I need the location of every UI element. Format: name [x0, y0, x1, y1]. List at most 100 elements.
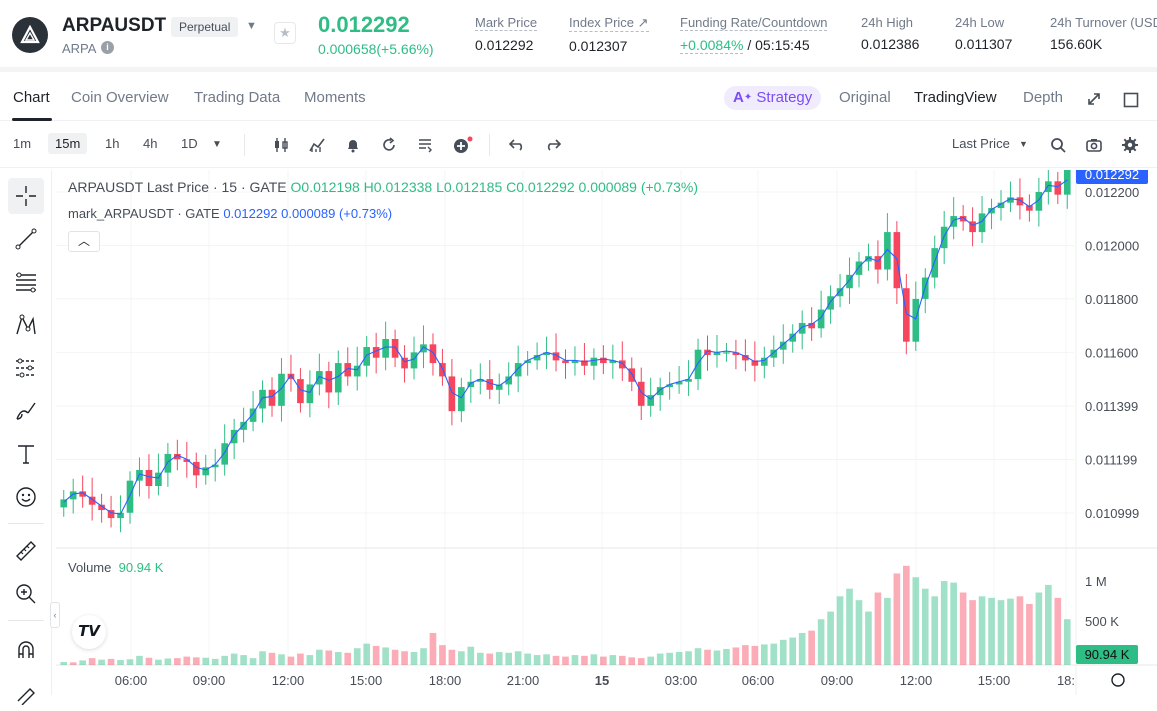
candle-body	[297, 379, 304, 404]
chart-tabs: Chart Coin Overview Trading Data Moments…	[0, 77, 1157, 121]
price-tick-label: 0.011399	[1085, 399, 1138, 414]
volume-bar	[192, 657, 200, 665]
price-tick-label: 0.011600	[1085, 345, 1138, 360]
volume-bar	[846, 588, 853, 665]
mark-series-legend: mark_ARPAUSDT · GATE 0.012292 0.000089 (…	[68, 206, 392, 221]
volume-bar	[514, 651, 522, 665]
tab-original[interactable]: Original	[839, 89, 891, 106]
tab-depth[interactable]: Depth	[1023, 89, 1064, 106]
candle-body	[107, 510, 115, 519]
candle-body	[779, 341, 787, 350]
settings-gear-icon[interactable]	[1121, 136, 1139, 154]
drawing-tools-panel	[0, 170, 52, 705]
volume-value: 90.94 K	[118, 560, 164, 575]
volume-bar	[495, 652, 503, 665]
interval-1m[interactable]: 1m	[13, 136, 32, 151]
volume-bar	[458, 651, 465, 665]
candle-body	[145, 469, 153, 487]
fib-tool[interactable]	[8, 264, 44, 300]
high-24h-value: 0.012386	[861, 36, 920, 52]
measure-tool[interactable]	[8, 533, 44, 569]
volume-bar	[382, 647, 389, 665]
toolbar-divider	[489, 134, 490, 156]
candle-body	[316, 371, 323, 385]
tab-coin-overview[interactable]: Coin Overview	[71, 89, 169, 106]
expand-icon[interactable]	[1086, 91, 1102, 107]
candle-body	[969, 221, 976, 233]
favorite-star-icon[interactable]: ★	[274, 22, 296, 44]
brush-tool[interactable]	[8, 393, 44, 429]
text-tool[interactable]	[8, 436, 44, 472]
symbol-name[interactable]: ARPAUSDT	[62, 15, 167, 36]
zoom-tool[interactable]	[8, 576, 44, 612]
forecast-tool[interactable]	[8, 350, 44, 386]
tab-tradingview[interactable]: TradingView	[914, 89, 997, 106]
pencil-lock-tool[interactable]	[8, 675, 44, 711]
indicators-icon[interactable]	[308, 136, 326, 154]
camera-icon[interactable]	[1085, 136, 1103, 154]
price-chart[interactable]: 0.012200 0.012000 0.011800 0.011600 0.011399…	[50, 170, 1157, 695]
tradingview-logo-icon[interactable]: 𝙏𝙑	[72, 615, 106, 649]
volume-bar	[429, 632, 437, 665]
candle-body	[562, 360, 569, 364]
tab-trading-data[interactable]: Trading Data	[194, 89, 281, 106]
text-icon	[18, 445, 34, 464]
alert-bell-icon[interactable]	[344, 136, 362, 154]
time-tick-label: 06:00	[115, 673, 148, 688]
volume-bar	[742, 645, 749, 665]
volume-bar	[827, 611, 834, 665]
volume-bar	[268, 652, 276, 665]
template-icon[interactable]	[416, 136, 434, 154]
redo-icon[interactable]	[544, 136, 562, 154]
volume-bar	[865, 611, 872, 665]
index-price-label[interactable]: Index Price ↗	[569, 15, 649, 32]
volume-bar	[476, 652, 484, 665]
time-tick-label: 18:	[1057, 673, 1075, 688]
undo-icon[interactable]	[508, 136, 526, 154]
price-type-dropdown-icon[interactable]: ▼	[1019, 139, 1028, 149]
volume-bar	[211, 658, 219, 665]
symbol-dropdown-icon[interactable]: ▼	[246, 20, 257, 32]
search-icon[interactable]	[1049, 136, 1067, 154]
volume-bar	[988, 597, 995, 665]
volume-bar	[685, 651, 692, 665]
info-icon[interactable]: i	[101, 41, 114, 54]
candle-body	[798, 322, 806, 334]
candle-type-icon[interactable]	[272, 136, 290, 154]
crosshair-tool[interactable]	[8, 178, 44, 214]
replay-icon[interactable]	[380, 136, 398, 154]
interval-4h[interactable]: 4h	[143, 136, 158, 151]
collapse-legend-button[interactable]: ︿	[68, 231, 100, 252]
magnet-tool[interactable]	[8, 632, 44, 668]
volume-bar	[931, 596, 939, 665]
emoji-tool[interactable]	[8, 479, 44, 515]
tab-chart[interactable]: Chart	[13, 89, 50, 106]
strategy-button[interactable]: A✦ Strategy	[724, 86, 822, 110]
trend-line-tool[interactable]	[8, 221, 44, 257]
pattern-tool[interactable]	[8, 307, 44, 343]
tab-moments[interactable]: Moments	[304, 89, 366, 106]
candle-body	[467, 381, 475, 388]
candle-body	[808, 322, 815, 329]
chart-canvas[interactable]: 0.012200 0.012000 0.011800 0.011600 0.011399…	[56, 170, 1157, 695]
zoom-in-icon	[16, 584, 36, 604]
window-icon[interactable]	[1123, 92, 1139, 108]
collapse-toolbar-chevron-icon[interactable]: ‹	[50, 602, 60, 628]
interval-1h[interactable]: 1h	[105, 136, 120, 151]
time-tick-label: 09:00	[821, 673, 854, 688]
candle-body	[817, 309, 825, 329]
interval-1d[interactable]: 1D	[181, 136, 198, 151]
price-type-select[interactable]: Last Price	[952, 136, 1010, 151]
add-plus-icon[interactable]	[452, 136, 474, 154]
time-tick-label: 15:00	[350, 673, 383, 688]
volume-bar	[817, 619, 825, 665]
interval-dropdown-icon[interactable]: ▼	[212, 139, 222, 150]
ai-icon: A	[733, 89, 744, 106]
candle-body	[495, 384, 503, 390]
index-price-stat[interactable]: Index Price ↗ 0.012307	[569, 15, 649, 54]
candle-body	[694, 349, 702, 380]
candle-body	[827, 296, 834, 310]
interval-15m[interactable]: 15m	[48, 133, 88, 154]
volume-bar	[552, 655, 560, 665]
volume-bar	[543, 654, 550, 665]
